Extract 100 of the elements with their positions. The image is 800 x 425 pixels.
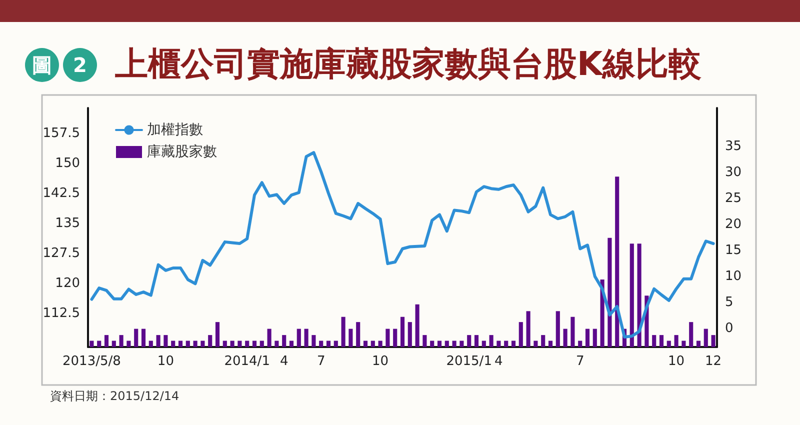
bar — [312, 335, 316, 347]
x-tick-label: 7 — [316, 354, 326, 369]
bar — [260, 340, 264, 347]
bar — [356, 322, 360, 347]
bar — [370, 340, 375, 347]
bar — [126, 340, 131, 347]
bar — [422, 335, 427, 347]
bar — [348, 328, 353, 347]
bar — [326, 340, 331, 347]
bar — [534, 340, 538, 347]
bar — [496, 340, 501, 347]
bar — [563, 328, 568, 347]
bar — [164, 335, 168, 347]
bar — [704, 328, 708, 347]
y-tick-label: 150 — [55, 156, 80, 171]
x-tick-label: 10 — [372, 354, 389, 369]
bar — [556, 311, 560, 347]
bar — [592, 328, 597, 347]
bar — [408, 322, 412, 347]
bar — [711, 335, 716, 347]
bar — [222, 340, 227, 347]
bar — [386, 328, 390, 347]
bar — [90, 340, 94, 347]
bar — [608, 238, 612, 347]
x-tick-label: 12 — [705, 354, 722, 369]
legend-label: 庫藏股家數 — [147, 144, 217, 160]
x-tick-label: 2014/1 — [224, 354, 270, 369]
bar — [230, 340, 234, 347]
bar — [482, 340, 486, 347]
bar — [504, 340, 508, 347]
bar — [437, 340, 442, 347]
bar — [415, 304, 420, 347]
bar — [134, 328, 138, 347]
y2-tick-label: 10 — [725, 268, 742, 284]
bar — [334, 340, 338, 347]
x-tick-label: 7 — [576, 354, 584, 369]
bar — [689, 322, 694, 347]
bar — [460, 340, 464, 347]
y2-tick-label: 20 — [725, 216, 742, 232]
bar — [430, 340, 434, 347]
y-tick-label: 142.5 — [42, 186, 80, 201]
y-tick-label: 120 — [55, 276, 80, 292]
bar — [489, 335, 494, 347]
y2-tick-label: 15 — [725, 242, 742, 258]
bar — [171, 340, 176, 347]
bar — [467, 335, 472, 347]
bar — [585, 328, 590, 347]
bar — [274, 340, 279, 347]
bar — [578, 340, 582, 347]
bar — [393, 328, 398, 347]
bar — [452, 340, 456, 347]
bar — [148, 340, 153, 347]
bar — [682, 340, 686, 347]
y-tick-label: 135 — [55, 216, 80, 231]
y2-tick-label: 30 — [725, 164, 742, 180]
bar — [282, 335, 286, 347]
bar — [200, 340, 205, 347]
bar — [319, 340, 324, 347]
bar — [238, 340, 242, 347]
bar — [659, 335, 664, 347]
bar — [112, 340, 116, 347]
x-tick-label: 10 — [157, 354, 174, 369]
bar — [141, 328, 146, 347]
bar — [104, 335, 109, 347]
bar — [511, 340, 516, 347]
x-tick-label: 2015/1 — [446, 354, 492, 369]
bar — [341, 316, 346, 347]
x-tick-label: 4 — [280, 354, 288, 369]
bar — [97, 340, 102, 347]
bar — [615, 176, 620, 347]
chart-title: 上櫃公司實施庫藏股家數與台股K線比較 — [114, 44, 702, 83]
bar — [363, 340, 368, 347]
bar — [652, 335, 656, 347]
bar — [696, 340, 701, 347]
bar — [245, 340, 250, 347]
bar — [541, 335, 546, 347]
bar — [296, 328, 301, 347]
bar — [378, 340, 382, 347]
text: 資料日期：2015/12/14 — [50, 389, 180, 403]
bar — [444, 340, 449, 347]
bar — [570, 316, 575, 347]
y2-tick-label: 35 — [725, 138, 742, 154]
bar — [630, 244, 634, 347]
bar — [400, 316, 405, 347]
x-tick-label: 10 — [668, 354, 685, 369]
x-tick-label: 2013/5/8 — [62, 354, 121, 369]
bar — [289, 340, 294, 347]
bar — [119, 335, 124, 347]
bar — [548, 340, 553, 347]
y-tick-label: 112.5 — [42, 306, 80, 322]
bar — [267, 328, 272, 347]
bar — [304, 328, 308, 347]
x-tick-label: 4 — [494, 354, 503, 369]
legend-label: 加權指數 — [147, 122, 203, 138]
y2-tick-label: 5 — [725, 294, 734, 310]
bar — [208, 335, 212, 347]
y-tick-label: 157.5 — [42, 126, 80, 141]
y2-tick-label: 25 — [725, 190, 742, 206]
y-tick-label: 127.5 — [42, 246, 80, 262]
y2-tick-label: 0 — [725, 320, 734, 336]
